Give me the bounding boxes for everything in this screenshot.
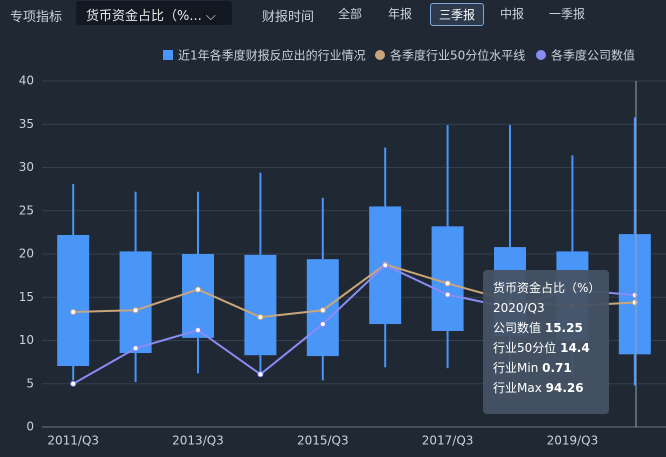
x-tick-label: 2015/Q3: [297, 434, 349, 448]
legend-marker: [163, 50, 173, 60]
x-tick-label: 2019/Q3: [547, 434, 599, 448]
point: [319, 321, 326, 328]
period-button[interactable]: 中报: [500, 7, 525, 21]
tooltip-value: 15.25: [544, 321, 583, 335]
point: [195, 327, 201, 334]
tooltip-row: 行业Min 0.71: [493, 358, 599, 378]
tooltip-label: 行业Max: [493, 381, 542, 395]
tooltip: 货币资金占比（%） 2020/Q3 公司数值 15.25 行业50分位 14.4 行…: [483, 270, 609, 414]
point: [444, 291, 451, 298]
tooltip-label: 公司数值: [493, 321, 542, 335]
point: [257, 314, 264, 321]
tooltip-value: 0.71: [542, 361, 572, 375]
y-tick-label: 0: [26, 420, 34, 434]
tooltip-value: 14.4: [560, 341, 590, 355]
y-tick-label: 5: [26, 376, 34, 390]
point: [257, 371, 264, 378]
point: [444, 280, 451, 287]
tooltip-label: 行业Min: [493, 361, 539, 375]
point: [195, 286, 201, 293]
legend-marker: [375, 50, 385, 60]
period-button[interactable]: 三季报: [430, 3, 485, 26]
indicator-label: 专项指标: [10, 10, 63, 25]
point: [132, 345, 139, 352]
point: [631, 292, 638, 299]
point: [631, 299, 638, 306]
point: [70, 380, 77, 387]
x-tick-label: 2017/Q3: [422, 434, 474, 448]
point: [319, 307, 326, 314]
dropdown-value: 货币资金占比（%...: [86, 9, 202, 24]
legend-label: 各季度行业50分位水平线: [390, 48, 525, 63]
point: [70, 308, 77, 315]
y-tick-label: 25: [19, 203, 34, 217]
period-label: 财报时间: [262, 10, 315, 25]
toolbar: 专项指标 货币资金占比（%... ⌵ 财报时间 全部 年报 三季报 中报 一季报: [0, 0, 666, 28]
legend-label: 各季度公司数值: [551, 48, 635, 63]
y-tick-label: 40: [19, 74, 34, 88]
x-tick-label: 2013/Q3: [172, 434, 224, 448]
box: [431, 226, 464, 331]
point: [132, 307, 139, 314]
tooltip-category: 2020/Q3: [493, 301, 545, 315]
y-tick-label: 35: [19, 117, 34, 131]
indicator-dropdown[interactable]: 货币资金占比（%... ⌵: [76, 1, 232, 25]
y-tick-label: 10: [19, 333, 34, 347]
period-button[interactable]: 全部: [338, 7, 363, 21]
y-tick-label: 20: [19, 247, 34, 261]
tooltip-title: 货币资金占比（%）: [493, 281, 601, 295]
point: [382, 262, 389, 269]
tooltip-label: 行业50分位: [493, 341, 557, 355]
tooltip-row: 公司数值 15.25: [493, 318, 599, 338]
box: [182, 254, 214, 338]
period-button[interactable]: 一季报: [549, 7, 586, 21]
box: [244, 254, 277, 356]
period-button[interactable]: 年报: [388, 7, 413, 21]
y-tick-label: 15: [19, 290, 34, 304]
tooltip-value: 94.26: [545, 381, 584, 395]
x-tick-label: 2011/Q3: [47, 434, 99, 448]
y-tick-label: 30: [19, 160, 34, 174]
tooltip-row: 行业Max 94.26: [493, 378, 599, 398]
legend-marker: [536, 50, 546, 60]
box: [57, 234, 90, 367]
box: [119, 251, 152, 354]
legend-label: 近1年各季度财报反应出的行业情况: [178, 48, 366, 63]
tooltip-row: 行业50分位 14.4: [493, 338, 599, 358]
